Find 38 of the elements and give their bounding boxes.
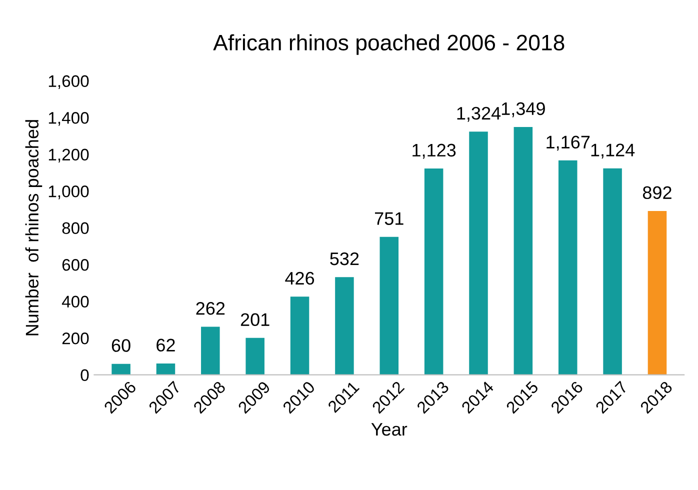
- bar: [469, 132, 488, 375]
- bar: [514, 126, 533, 375]
- data-label: 892: [642, 186, 672, 200]
- bar: [156, 363, 176, 375]
- bar: [558, 160, 578, 375]
- bar: [380, 236, 399, 375]
- y-tick-label: 400: [62, 296, 89, 308]
- y-tick-label: 0: [80, 369, 89, 382]
- data-label: 262: [196, 302, 225, 315]
- data-label: 201: [240, 313, 270, 326]
- y-tick-label: 800: [62, 222, 89, 234]
- bar: [246, 338, 264, 375]
- y-axis-title: Number of rhinos poached: [25, 120, 42, 336]
- data-label: 1,324: [457, 106, 501, 122]
- y-tick-label: 600: [62, 259, 89, 271]
- bar: [112, 364, 130, 375]
- bar: [424, 168, 444, 375]
- y-tick-label: 1,200: [48, 148, 89, 163]
- data-label: 60: [112, 339, 130, 352]
- data-label: 1,123: [412, 144, 456, 159]
- bar: [603, 168, 622, 375]
- x-axis-title: Year: [371, 423, 408, 436]
- data-label: 1,167: [546, 136, 590, 151]
- y-tick-label: 1,400: [48, 112, 89, 126]
- y-tick-label: 1,000: [48, 186, 89, 200]
- data-label: 751: [375, 212, 404, 225]
- y-tick-label: 1,600: [48, 75, 89, 90]
- data-label: 426: [285, 272, 314, 285]
- bar: [335, 277, 354, 375]
- chart-title: African rhinos poached 2006 - 2018: [213, 34, 564, 55]
- data-label: 532: [330, 252, 359, 266]
- bar: [290, 296, 310, 375]
- data-label: 1,124: [591, 144, 635, 159]
- data-label: 1,349: [502, 102, 545, 118]
- bar: [201, 326, 220, 375]
- y-tick-label: 200: [62, 332, 89, 344]
- data-label: 62: [156, 338, 175, 352]
- bar: [648, 210, 667, 375]
